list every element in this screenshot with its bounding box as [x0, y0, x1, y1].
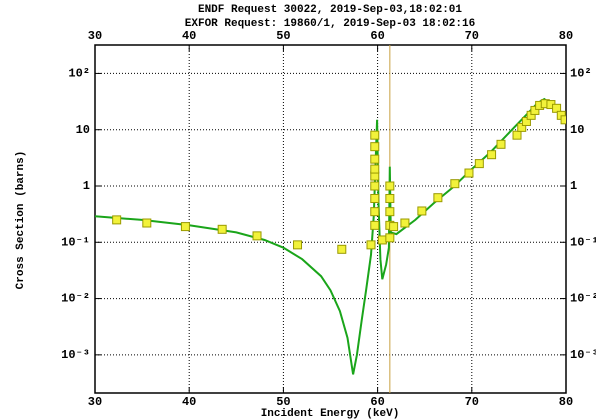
chart-title: ENDF Request 30022, 2019-Sep-03,18:02:01	[198, 4, 462, 16]
y-tick-label: 10²	[68, 67, 90, 81]
y-tick-label: 10	[570, 123, 584, 137]
y-tick-label: 10	[76, 123, 90, 137]
data-point	[112, 215, 122, 225]
data-point	[530, 105, 540, 115]
data-point	[370, 207, 380, 217]
x-tick-label: 70	[465, 29, 479, 43]
data-point	[464, 168, 474, 178]
y-tick-label: 10⁻³	[61, 348, 90, 362]
y-tick-label: 10⁻²	[570, 292, 596, 306]
data-point	[389, 222, 399, 232]
data-point	[385, 193, 395, 203]
x-tick-label: 40	[182, 29, 196, 43]
data-point	[293, 240, 303, 250]
data-point	[366, 240, 376, 250]
data-point	[180, 222, 190, 232]
data-point	[370, 193, 380, 203]
y-tick-label: 10⁻¹	[570, 235, 596, 249]
data-point	[417, 206, 427, 216]
y-tick-label: 10⁻¹	[61, 235, 90, 249]
data-point	[370, 164, 380, 174]
data-point	[487, 150, 497, 160]
data-point	[474, 159, 484, 169]
x-axis-label: Incident Energy (keV)	[261, 408, 400, 420]
x-tick-label: 50	[276, 29, 290, 43]
plot-frame	[94, 44, 567, 394]
data-point	[552, 103, 562, 113]
data-point	[370, 142, 380, 152]
data-point	[521, 116, 531, 126]
plot-area	[95, 45, 566, 393]
x-tick-label: 30	[88, 395, 102, 409]
data-point	[433, 193, 443, 203]
x-tick-label: 60	[370, 395, 384, 409]
data-point	[385, 207, 395, 217]
x-tick-label: 80	[559, 395, 573, 409]
x-tick-label: 70	[465, 395, 479, 409]
data-point	[370, 154, 380, 164]
data-line	[95, 97, 566, 375]
data-point	[385, 181, 395, 191]
data-point	[370, 130, 380, 140]
x-tick-label: 30	[88, 29, 102, 43]
x-tick-label: 60	[370, 29, 384, 43]
chart-subtitle: EXFOR Request: 19860/1, 2019-Sep-03 18:0…	[185, 18, 475, 30]
data-point	[370, 181, 380, 191]
y-tick-label: 10⁻³	[570, 348, 596, 362]
data-point	[252, 231, 262, 241]
x-tick-label: 80	[559, 29, 573, 43]
data-point	[142, 218, 152, 228]
y-axis-label: Cross Section (barns)	[15, 151, 27, 290]
y-tick-label: 10⁻²	[61, 292, 90, 306]
y-tick-label: 1	[570, 179, 577, 193]
data-point	[370, 220, 380, 230]
data-point	[517, 122, 527, 132]
data-point	[337, 244, 347, 254]
data-point	[560, 115, 566, 125]
data-point	[400, 218, 410, 228]
data-point	[512, 130, 522, 140]
data-point	[496, 139, 506, 149]
y-tick-label: 10²	[570, 67, 592, 81]
data-point	[385, 233, 395, 243]
data-point	[377, 235, 387, 245]
x-tick-label: 40	[182, 395, 196, 409]
data-point	[217, 224, 227, 234]
data-point	[450, 179, 460, 189]
x-tick-label: 50	[276, 395, 290, 409]
y-tick-label: 1	[83, 179, 90, 193]
